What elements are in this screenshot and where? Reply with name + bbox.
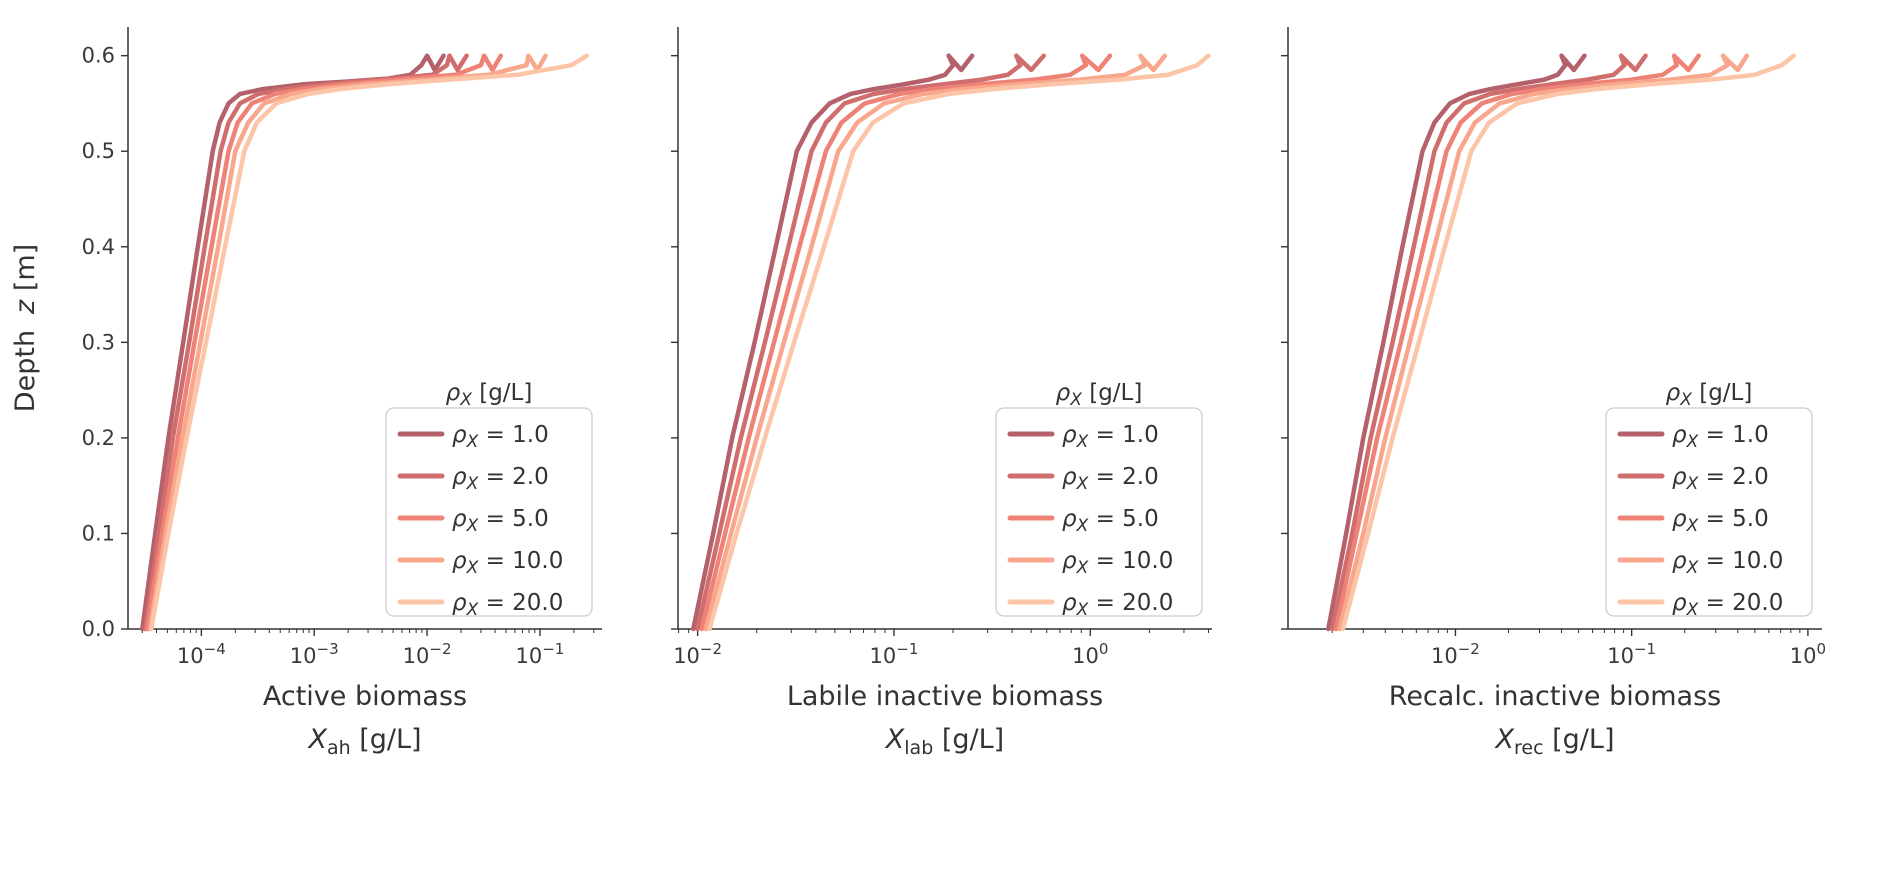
legend-entry-label: ρX = 2.0 (452, 464, 549, 494)
curve-rho-2.0 (1329, 53, 1648, 632)
y-tick-label: 0.5 (82, 139, 115, 163)
chart-recalcitrant-inactive-biomass: Recalc. inactive biomass Xrec [g/L] 10−2… (1281, 27, 1826, 759)
legend-entry-label: ρX = 5.0 (1672, 506, 1769, 536)
x-tick-label: 10−1 (1607, 640, 1656, 668)
x-tick-label: 10−2 (403, 640, 452, 668)
y-tick-label: 0.2 (82, 426, 115, 450)
legend-title: ρX [g/L] (1666, 380, 1753, 410)
legend-entry-label: ρX = 1.0 (452, 422, 549, 452)
curve-rho-20.0 (149, 53, 590, 632)
chart-labile-inactive-biomass: Labile inactive biomass Xlab [g/L] 10−2 1… (671, 27, 1212, 759)
y-tick-label: 0.6 (82, 44, 115, 68)
curve-rho-1.0 (691, 53, 975, 632)
curve-rho-2.0 (695, 53, 1047, 632)
x-tick-label: 100 (1072, 640, 1108, 668)
x-tick-label: 100 (1790, 640, 1826, 668)
legend-box (995, 407, 1203, 617)
legend-entry-label: ρX = 2.0 (1062, 464, 1159, 494)
curve-rho-10.0 (1337, 53, 1750, 632)
legend-title: ρX [g/L] (1056, 380, 1143, 410)
legend-entry-label: ρX = 1.0 (1062, 422, 1159, 452)
x-axis-label-line2: Xlab [g/L] (884, 724, 1004, 759)
curve-rho-1.0 (1326, 53, 1587, 632)
legend-entry-label: ρX = 10.0 (1062, 548, 1173, 578)
x-tick-label: 10−1 (515, 640, 564, 668)
x-tick-label: 10−3 (290, 640, 339, 668)
legend-entry-label: ρX = 20.0 (452, 590, 563, 620)
x-axis-label-line1: Labile inactive biomass (787, 681, 1103, 712)
curve-rho-5.0 (699, 53, 1113, 632)
legend-entry-label: ρX = 20.0 (1062, 590, 1173, 620)
curve-rho-5.0 (144, 53, 504, 632)
x-axis-label-line2: Xah [g/L] (306, 724, 421, 759)
chart-panel-labile-inactive-biomass: Labile inactive biomass Xlab [g/L] 10−2 1… (620, 12, 1230, 872)
legend-box (385, 407, 593, 617)
x-axis-label-line2: Xrec [g/L] (1494, 724, 1615, 759)
legend-entry-label: ρX = 20.0 (1672, 590, 1783, 620)
y-tick-label: 0.0 (82, 617, 115, 641)
x-axis-label-line1: Active biomass (263, 681, 467, 712)
legend-entry-label: ρX = 5.0 (452, 506, 549, 536)
curve-rho-1.0 (140, 53, 446, 632)
curve-rho-2.0 (143, 53, 469, 632)
legend-entry-label: ρX = 2.0 (1672, 464, 1769, 494)
chart-panel-active-biomass: Depthz [m] Active biomass Xah [g/L] 10−4… (0, 12, 620, 872)
y-axis-label: Depthz [m] (10, 244, 41, 412)
y-tick-label: 0.3 (82, 330, 115, 354)
legend-title: ρX [g/L] (446, 380, 533, 410)
y-tick-label: 0.4 (82, 235, 115, 259)
legend-entry-label: ρX = 5.0 (1062, 506, 1159, 536)
y-tick-label: 0.1 (82, 521, 115, 545)
curve-rho-20.0 (1340, 53, 1796, 632)
x-axis-label-line1: Recalc. inactive biomass (1389, 681, 1721, 712)
chart-panel-recalcitrant-inactive-biomass: Recalc. inactive biomass Xrec [g/L] 10−2… (1230, 12, 1840, 872)
x-tick-label: 10−2 (1431, 640, 1480, 668)
curve-rho-5.0 (1333, 53, 1701, 632)
chart-active-biomass: Depthz [m] Active biomass Xah [g/L] 10−4… (10, 27, 602, 759)
curve-rho-20.0 (707, 53, 1211, 632)
curve-rho-10.0 (703, 53, 1168, 632)
legend-entry-label: ρX = 10.0 (452, 548, 563, 578)
legend-entry-label: ρX = 10.0 (1672, 548, 1783, 578)
legend-entry-label: ρX = 1.0 (1672, 422, 1769, 452)
x-tick-label: 10−1 (870, 640, 919, 668)
curve-rho-10.0 (147, 53, 548, 632)
x-tick-label: 10−2 (673, 640, 722, 668)
x-tick-label: 10−4 (177, 640, 226, 668)
legend-box (1605, 407, 1813, 617)
